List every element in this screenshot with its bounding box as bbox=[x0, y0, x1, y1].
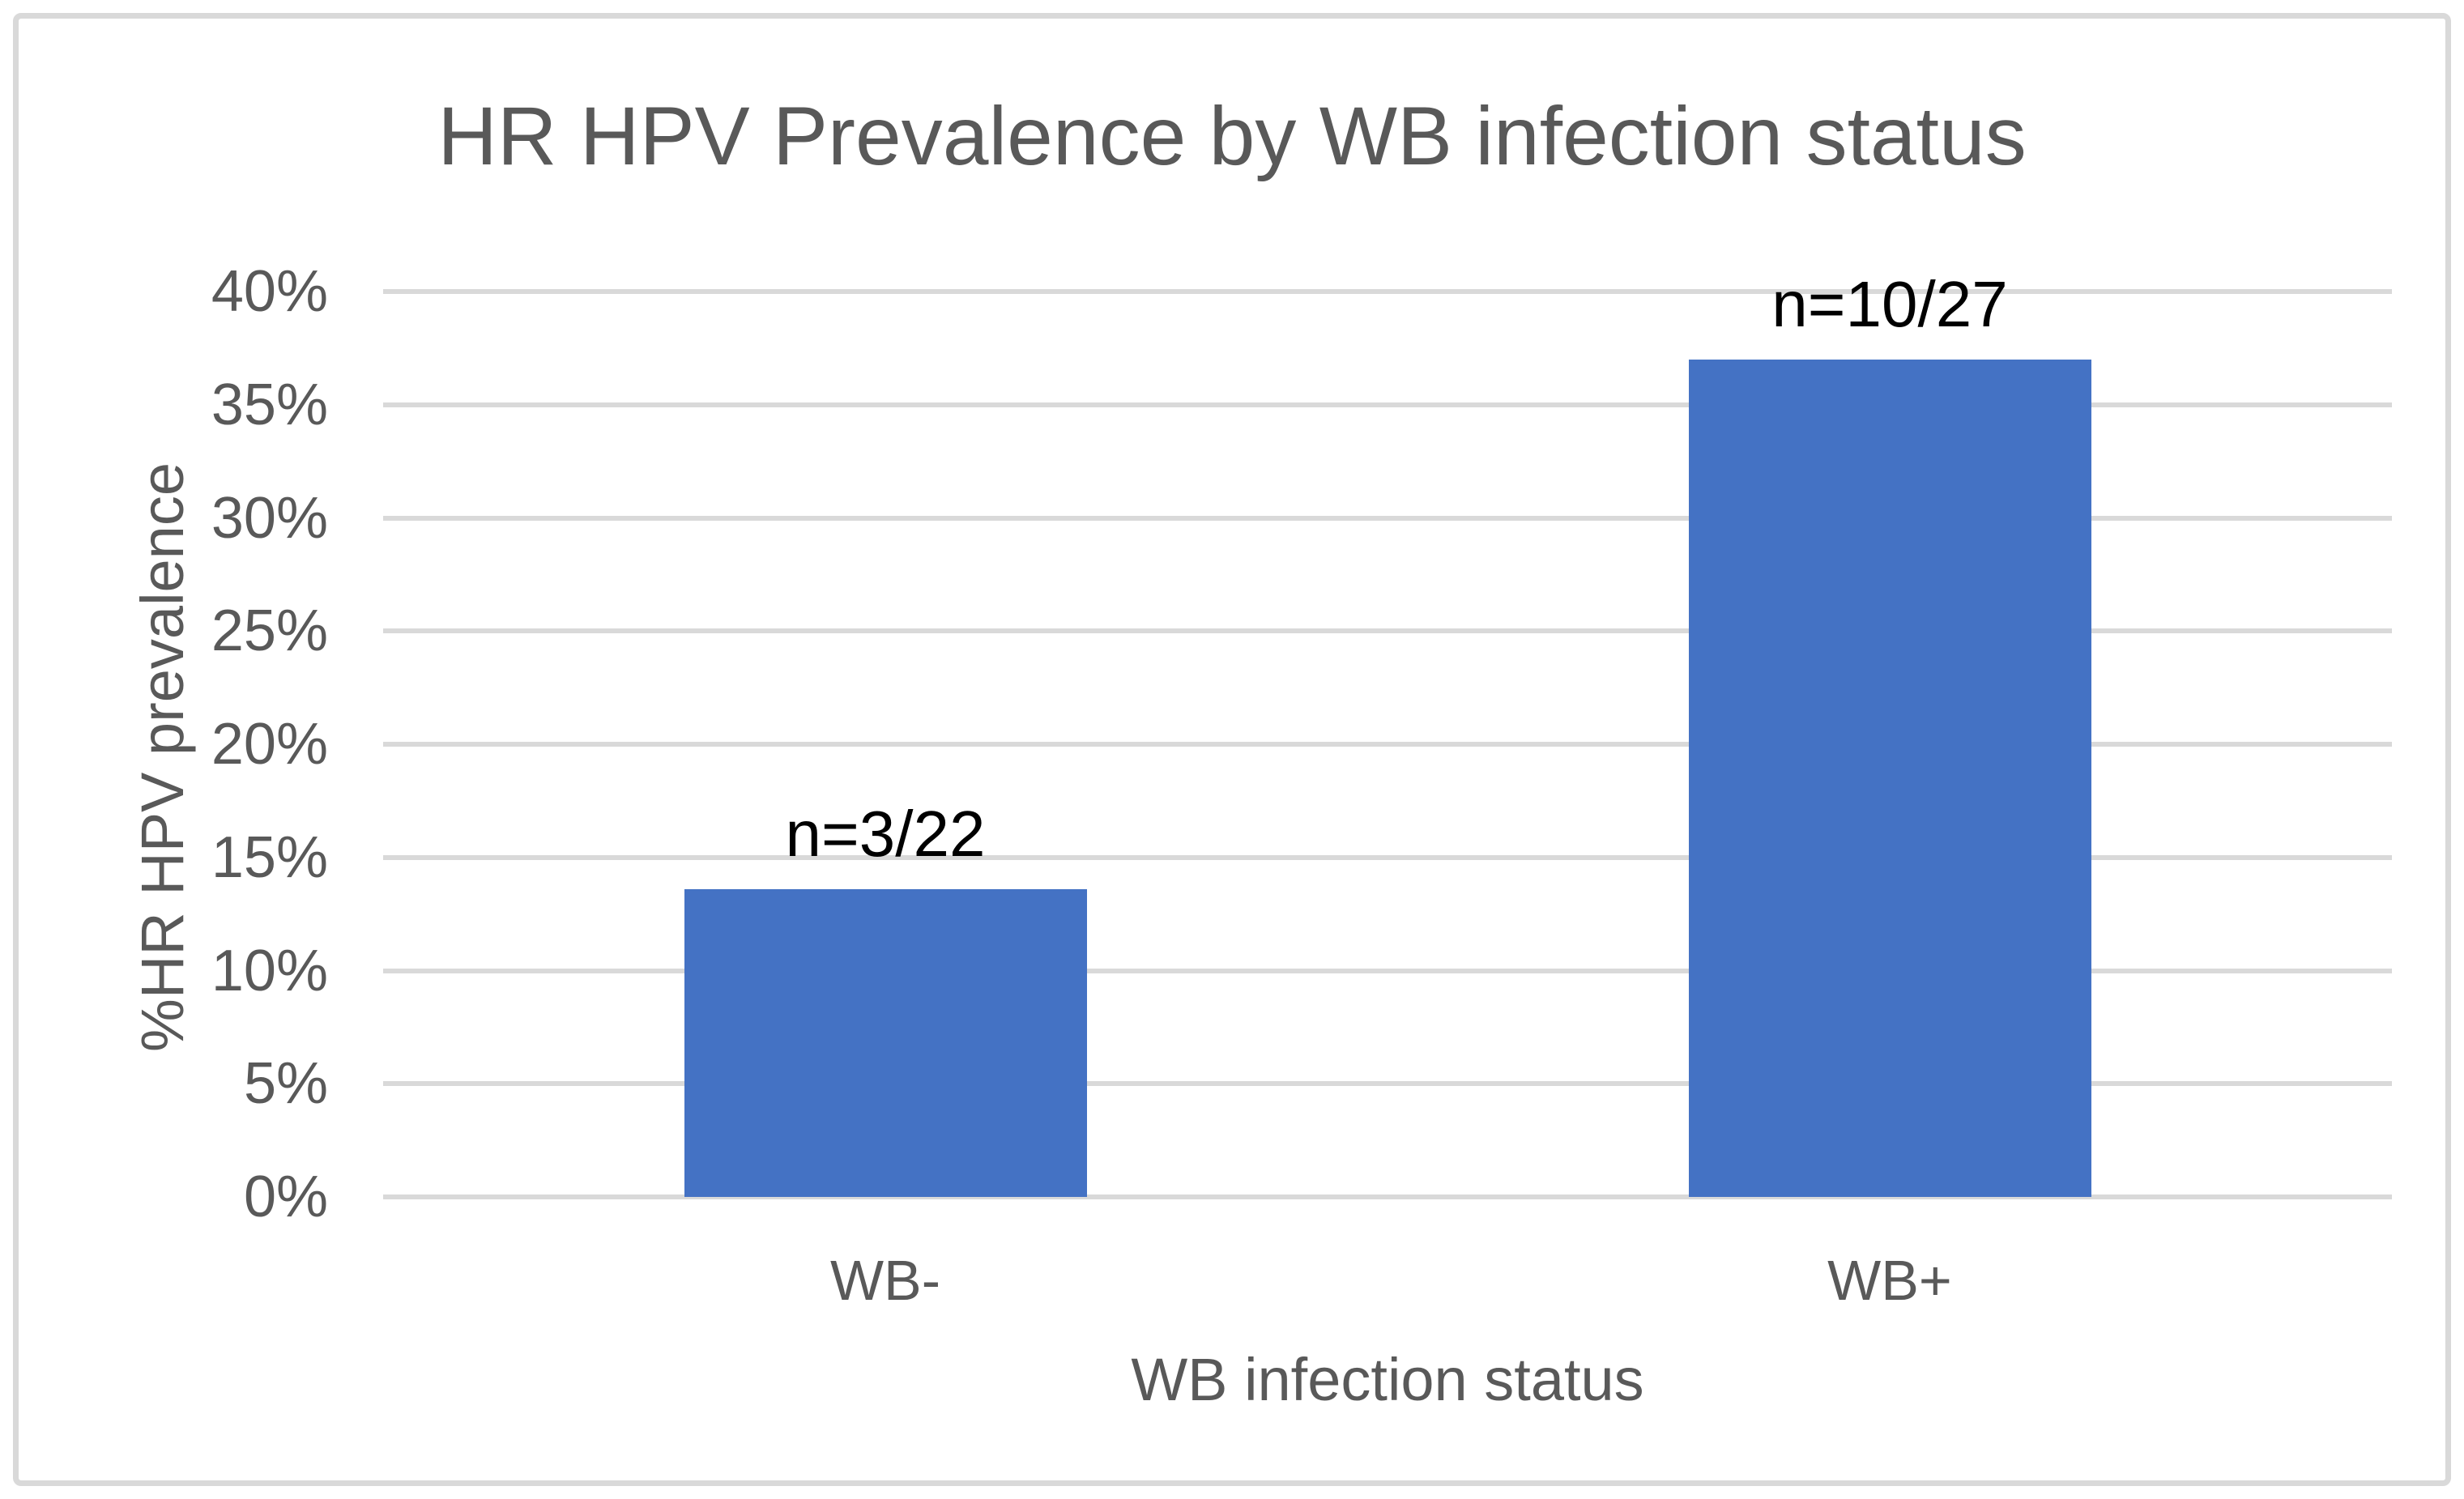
gridline-40% bbox=[383, 289, 2392, 294]
chart-frame: HR HPV Prevalence by WB infection status… bbox=[13, 13, 2451, 1486]
x-axis-category-labels: WB- WB+ bbox=[383, 1248, 2392, 1322]
gridline-10% bbox=[383, 968, 2392, 973]
x-category-label-WB-: WB- bbox=[829, 1249, 941, 1312]
y-tick-label-0%: 0% bbox=[243, 1165, 328, 1229]
y-tick-label-20%: 20% bbox=[211, 712, 328, 777]
y-tick-label-30%: 30% bbox=[211, 485, 328, 551]
x-axis-title: WB infection status bbox=[1131, 1346, 1644, 1413]
bar-WB-[interactable] bbox=[684, 888, 1087, 1197]
y-tick-label-10%: 10% bbox=[211, 938, 328, 1003]
data-label-WB+: n=10/27 bbox=[1771, 267, 2008, 340]
y-tick-label-35%: 35% bbox=[211, 372, 328, 437]
y-axis-tick-labels: 0% 5% 10% 15% 20% 25% 30% 35% 40% bbox=[19, 262, 328, 1226]
y-tick-label-25%: 25% bbox=[211, 598, 328, 664]
gridline-25% bbox=[383, 628, 2392, 634]
gridline-0% bbox=[383, 1195, 2392, 1199]
chart-title: HR HPV Prevalence by WB infection status bbox=[437, 90, 2027, 182]
data-label-WB-: n=3/22 bbox=[785, 797, 986, 870]
bar-WB+[interactable] bbox=[1689, 359, 2091, 1197]
gridline-35% bbox=[383, 402, 2392, 407]
x-category-label-WB+: WB+ bbox=[1827, 1249, 1952, 1312]
plot-area: n=3/22 n=10/27 bbox=[383, 268, 2392, 1199]
y-tick-label-40%: 40% bbox=[211, 259, 328, 324]
y-tick-label-15%: 15% bbox=[211, 824, 328, 890]
gridline-30% bbox=[383, 515, 2392, 521]
gridline-20% bbox=[383, 742, 2392, 747]
gridline-5% bbox=[383, 1081, 2392, 1087]
gridline-15% bbox=[383, 854, 2392, 860]
y-tick-label-5%: 5% bbox=[243, 1051, 328, 1117]
